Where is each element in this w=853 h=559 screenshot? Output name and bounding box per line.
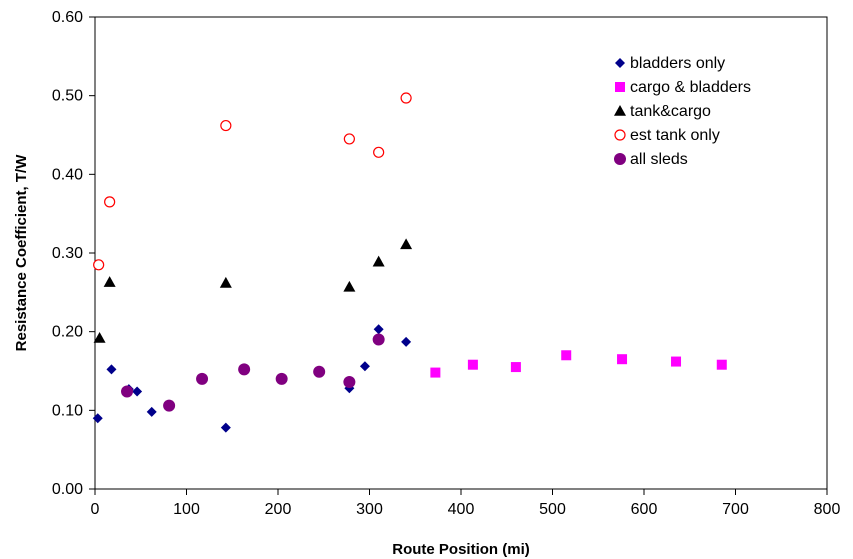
y-tick-label: 0.20 bbox=[52, 324, 83, 341]
legend-label: all sleds bbox=[630, 151, 688, 168]
legend: bladders only cargo & bladders tank&cargo e… bbox=[614, 55, 751, 168]
x-tick-label: 400 bbox=[448, 501, 475, 518]
data-point bbox=[400, 92, 412, 104]
x-tick-label: 200 bbox=[265, 501, 292, 518]
data-point bbox=[372, 333, 385, 346]
x-axis-title: Route Position (mi) bbox=[392, 541, 530, 558]
legend-label: bladders only bbox=[630, 55, 725, 72]
data-point bbox=[716, 359, 727, 370]
series-tank-cargo bbox=[93, 238, 413, 343]
y-tick-label: 0.30 bbox=[52, 245, 83, 262]
y-tick-label: 0.50 bbox=[52, 88, 83, 105]
y-tick-label: 0.00 bbox=[52, 481, 83, 498]
data-point bbox=[238, 363, 251, 376]
data-point bbox=[401, 336, 412, 347]
x-tick-label: 500 bbox=[539, 501, 566, 518]
x-tick-label: 800 bbox=[814, 501, 841, 518]
x-tick-label: 700 bbox=[722, 501, 749, 518]
data-point bbox=[146, 406, 157, 417]
data-point bbox=[196, 372, 209, 385]
data-point bbox=[92, 413, 103, 424]
legend-marker bbox=[614, 129, 626, 141]
legend-marker bbox=[615, 58, 625, 68]
y-axis-title: Resistance Coefficient, T/W bbox=[13, 154, 30, 352]
y-tick-label: 0.10 bbox=[52, 402, 83, 419]
series-bladders-only bbox=[92, 324, 412, 433]
x-tick-label: 300 bbox=[356, 501, 383, 518]
legend-marker bbox=[615, 82, 625, 92]
data-point bbox=[121, 385, 134, 398]
data-point bbox=[467, 359, 478, 370]
series-cargo-bladders bbox=[430, 350, 727, 378]
x-tick-label: 100 bbox=[173, 501, 200, 518]
data-point bbox=[561, 350, 572, 361]
data-point bbox=[219, 276, 232, 288]
data-point bbox=[275, 372, 288, 385]
data-point bbox=[671, 356, 682, 367]
legend-label: est tank only bbox=[630, 127, 720, 144]
x-tick-label: 600 bbox=[631, 501, 658, 518]
data-point bbox=[343, 280, 356, 292]
data-point bbox=[103, 276, 116, 287]
data-point bbox=[373, 324, 384, 335]
data-point bbox=[617, 354, 628, 365]
data-point bbox=[400, 238, 413, 250]
data-point bbox=[372, 255, 385, 267]
y-tick-label: 0.60 bbox=[52, 9, 83, 26]
data-point bbox=[163, 399, 176, 412]
data-point bbox=[93, 259, 105, 271]
data-point bbox=[343, 376, 356, 389]
data-point bbox=[510, 362, 521, 373]
data-point bbox=[430, 367, 441, 378]
y-tick-label: 0.40 bbox=[52, 166, 83, 183]
legend-label: tank&cargo bbox=[630, 103, 711, 120]
legend-label: cargo & bladders bbox=[630, 79, 751, 96]
data-point bbox=[220, 119, 232, 132]
series-all-sleds bbox=[121, 333, 385, 412]
data-point bbox=[106, 364, 117, 375]
legend-marker bbox=[614, 153, 626, 165]
data-point bbox=[93, 331, 106, 343]
data-point bbox=[359, 361, 370, 372]
data-point bbox=[343, 133, 355, 145]
series-est-tank-only bbox=[93, 92, 412, 271]
legend-marker bbox=[614, 105, 626, 116]
data-point bbox=[132, 386, 143, 397]
x-tick-label: 0 bbox=[91, 501, 100, 518]
data-point bbox=[104, 196, 116, 208]
data-point bbox=[220, 422, 231, 433]
data-point bbox=[313, 365, 326, 378]
data-point bbox=[373, 146, 385, 158]
